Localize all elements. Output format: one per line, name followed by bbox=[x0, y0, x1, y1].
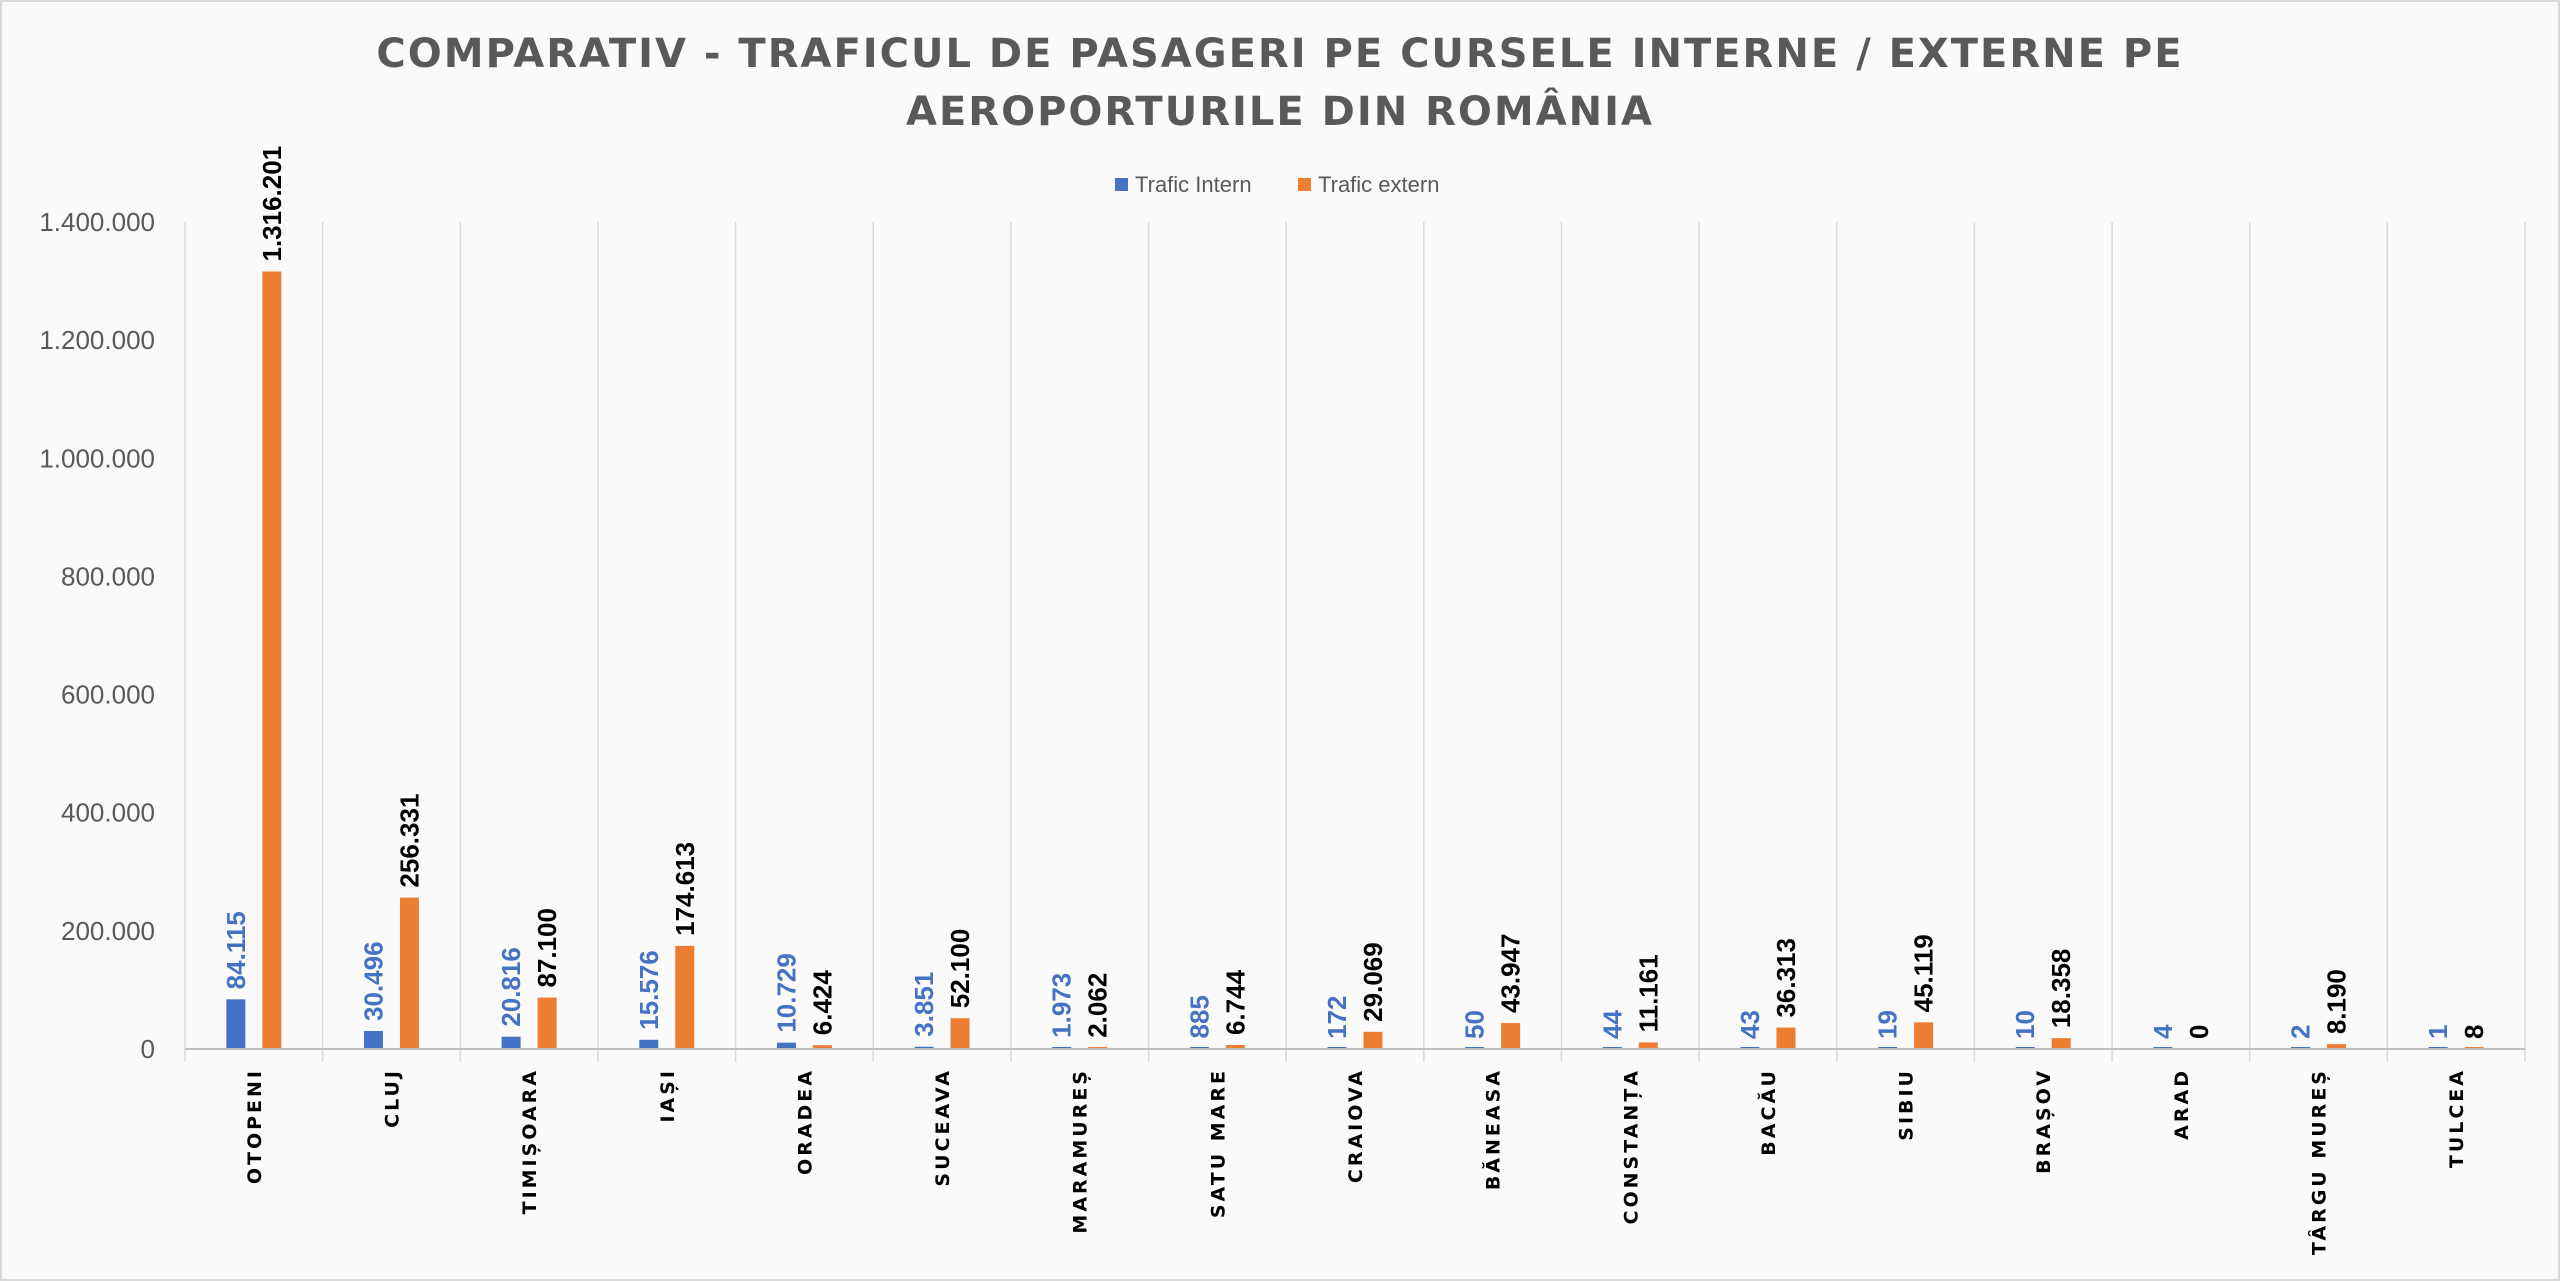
bar-extern-5 bbox=[950, 1018, 970, 1049]
data-labels: 84.115 1.316.201 30.496 256.331 20.816 87.100… bbox=[221, 146, 2489, 1039]
legend-label-2: Trafic extern bbox=[1318, 172, 1439, 197]
bar-extern-11 bbox=[1776, 1027, 1796, 1049]
bar-extern-3 bbox=[675, 945, 695, 1049]
data-label-extern-9: 43.947 bbox=[1496, 934, 1526, 1014]
data-label-extern-8: 29.069 bbox=[1358, 942, 1388, 1022]
legend-label-1: Trafic Intern bbox=[1135, 172, 1252, 197]
bar-extern-0 bbox=[262, 271, 282, 1050]
x-axis: OTOPENI CLUJ TIMIȘOARA IAȘI ORADEA SUCEAVA MAR… bbox=[185, 1048, 2525, 1255]
x-tick-label: SATU MARE bbox=[1207, 1068, 1229, 1218]
data-label-intern-0: 84.115 bbox=[221, 911, 251, 989]
data-label-extern-16: 8 bbox=[2459, 1025, 2489, 1039]
x-tick-label: BRAȘOV bbox=[2033, 1068, 2055, 1174]
x-tick-label: OTOPENI bbox=[244, 1068, 266, 1184]
bar-extern-13 bbox=[2051, 1038, 2071, 1049]
bar-intern-2 bbox=[501, 1036, 521, 1049]
data-label-extern-2: 87.100 bbox=[532, 908, 562, 988]
bar-intern-3 bbox=[639, 1039, 659, 1049]
data-label-extern-11: 36.313 bbox=[1771, 938, 1801, 1018]
bar-extern-15 bbox=[2327, 1044, 2347, 1049]
bar-extern-7 bbox=[1225, 1045, 1245, 1049]
data-label-intern-12: 19 bbox=[1873, 1010, 1903, 1039]
data-label-extern-6: 2.062 bbox=[1083, 973, 1113, 1038]
y-tick-label: 800.000 bbox=[61, 561, 155, 591]
chart-title: COMPARATIV - TRAFICUL DE PASAGERI PE CUR… bbox=[376, 31, 2183, 135]
y-tick-label: 1.000.000 bbox=[39, 443, 155, 473]
data-label-intern-8: 172 bbox=[1322, 996, 1352, 1039]
data-label-extern-15: 8.190 bbox=[2322, 969, 2352, 1034]
x-tick-label: TIMIȘOARA bbox=[519, 1068, 541, 1214]
x-tick-label: CRAIOVA bbox=[1345, 1068, 1367, 1183]
data-label-intern-16: 1 bbox=[2423, 1025, 2453, 1039]
y-tick-label: 1.400.000 bbox=[39, 207, 155, 237]
data-label-intern-9: 50 bbox=[1460, 1010, 1490, 1039]
x-tick-label: CONSTANȚA bbox=[1620, 1068, 1642, 1224]
bar-intern-1 bbox=[363, 1030, 383, 1049]
data-label-intern-4: 10.729 bbox=[771, 953, 801, 1033]
y-tick-label: 200.000 bbox=[61, 916, 155, 946]
data-label-intern-1: 30.496 bbox=[358, 941, 388, 1021]
y-tick-label: 1.200.000 bbox=[39, 325, 155, 355]
data-label-intern-14: 4 bbox=[2148, 1024, 2178, 1039]
bar-intern-0 bbox=[226, 999, 246, 1049]
x-tick-label: BĂNEASA bbox=[1481, 1068, 1505, 1190]
bar-extern-4 bbox=[812, 1045, 832, 1049]
chart-title-line-2: AEROPORTURILE DIN ROMÂNIA bbox=[906, 87, 1654, 135]
bar-extern-10 bbox=[1638, 1042, 1658, 1049]
x-tick-label: ARAD bbox=[2171, 1068, 2193, 1140]
x-tick-label: SIBIU bbox=[1896, 1068, 1918, 1141]
bar-extern-12 bbox=[1914, 1022, 1934, 1049]
bar-intern-4 bbox=[776, 1042, 796, 1049]
data-label-intern-15: 2 bbox=[2286, 1025, 2316, 1039]
y-axis: 0 200.000 400.000 600.000 800.000 1.000.000 1.… bbox=[39, 207, 155, 1064]
chart-title-line-1: COMPARATIV - TRAFICUL DE PASAGERI PE CUR… bbox=[376, 31, 2183, 77]
data-label-intern-3: 15.576 bbox=[634, 950, 664, 1030]
data-label-extern-14: 0 bbox=[2184, 1025, 2214, 1039]
data-label-extern-7: 6.744 bbox=[1220, 969, 1250, 1035]
bar-extern-1 bbox=[399, 897, 419, 1049]
data-label-intern-2: 20.816 bbox=[496, 947, 526, 1027]
data-label-intern-13: 10 bbox=[2010, 1010, 2040, 1039]
data-label-extern-1: 256.331 bbox=[394, 794, 424, 888]
data-label-extern-3: 174.613 bbox=[670, 842, 700, 936]
bar-extern-9 bbox=[1501, 1023, 1521, 1049]
data-label-extern-4: 6.424 bbox=[807, 970, 837, 1036]
y-tick-label: 400.000 bbox=[61, 798, 155, 828]
legend-swatch-2 bbox=[1298, 178, 1311, 191]
x-tick-label: ORADEA bbox=[794, 1068, 816, 1175]
data-label-extern-0: 1.316.201 bbox=[257, 146, 287, 262]
y-tick-label: 600.000 bbox=[61, 680, 155, 710]
data-label-extern-12: 45.119 bbox=[1909, 934, 1939, 1012]
x-tick-label: TULCEA bbox=[2446, 1068, 2468, 1168]
x-tick-label: IAȘI bbox=[657, 1068, 679, 1123]
data-label-intern-11: 43 bbox=[1735, 1010, 1765, 1039]
data-label-intern-5: 3.851 bbox=[909, 972, 939, 1037]
legend: Trafic Intern Trafic extern bbox=[1115, 172, 1439, 197]
data-label-intern-7: 885 bbox=[1184, 995, 1214, 1038]
bar-extern-8 bbox=[1363, 1031, 1383, 1049]
x-tick-label: BACĂU bbox=[1756, 1068, 1780, 1156]
x-tick-label: TÂRGU MUREȘ bbox=[2308, 1068, 2331, 1255]
y-tick-label: 0 bbox=[141, 1034, 155, 1064]
data-label-extern-10: 11.161 bbox=[1633, 954, 1663, 1032]
data-label-extern-5: 52.100 bbox=[945, 929, 975, 1009]
x-tick-label: SUCEAVA bbox=[932, 1068, 954, 1187]
bar-extern-2 bbox=[537, 997, 557, 1049]
x-tick-label: MARAMUREȘ bbox=[1070, 1068, 1092, 1234]
legend-swatch-1 bbox=[1115, 178, 1128, 191]
grid bbox=[184, 222, 2526, 1062]
bars bbox=[226, 271, 2484, 1050]
bar-intern-5 bbox=[914, 1046, 934, 1049]
data-label-intern-10: 44 bbox=[1597, 1010, 1627, 1039]
data-label-intern-6: 1.973 bbox=[1047, 973, 1077, 1038]
data-label-extern-13: 18.358 bbox=[2046, 949, 2076, 1029]
x-tick-label: CLUJ bbox=[381, 1068, 403, 1128]
